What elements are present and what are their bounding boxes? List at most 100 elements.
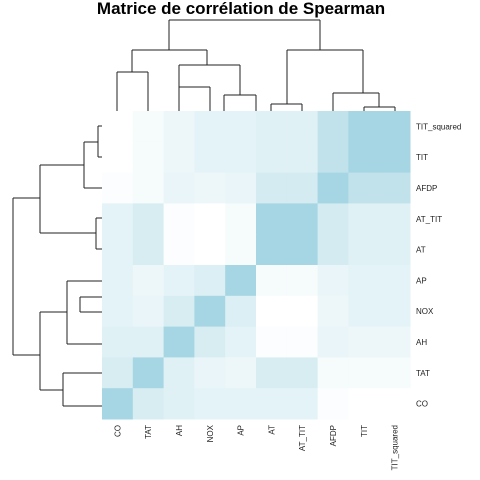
col-label-TIT_squared: TIT_squared: [391, 425, 400, 470]
heatmap-cell-AP-AP: [225, 265, 257, 297]
top-dendrogram: [116, 19, 396, 111]
row-label-AT_TIT: AT_TIT: [416, 215, 442, 224]
col-label-AFDP: AFDP: [329, 425, 338, 446]
heatmap-cell-AP-CO: [102, 265, 134, 297]
heatmap-cell-AT_TIT-TIT_squared: [379, 203, 411, 235]
heatmap-cell-CO-NOX: [194, 388, 226, 420]
heatmap-cell-NOX-AP: [225, 295, 257, 328]
heatmap-cell-AFDP-CO: [102, 172, 134, 204]
heatmap-cell-TAT-TAT: [132, 357, 165, 389]
heatmap-cell-TAT-TIT_squared: [379, 357, 411, 389]
heatmap-cell-AT_TIT-TAT: [132, 203, 165, 235]
row-label-AFDP: AFDP: [416, 184, 437, 193]
row-label-AT: AT: [416, 246, 426, 255]
heatmap-cell-CO-TIT_squared: [379, 388, 411, 420]
heatmap-cell-TIT_squared-TIT_squared: [379, 111, 411, 143]
heatmap-cell-TAT-AFDP: [317, 357, 349, 389]
heatmap-cell-AH-AH: [163, 326, 195, 358]
row-label-TIT: TIT: [416, 153, 428, 162]
heatmap-cell-NOX-AFDP: [317, 295, 349, 328]
heatmap-cell-AH-AT_TIT: [286, 326, 319, 358]
heatmap-cell-AH-TIT_squared: [379, 326, 411, 358]
col-label-AP: AP: [237, 425, 246, 436]
heatmap-cell-TIT_squared-AP: [225, 111, 257, 143]
heatmap-cell-AH-TIT: [348, 326, 380, 358]
heatmap-cell-CO-AP: [225, 388, 257, 420]
heatmap-cell-CO-AFDP: [317, 388, 349, 420]
heatmap-cell-AH-AP: [225, 326, 257, 358]
heatmap-cell-TIT_squared-AH: [163, 111, 195, 143]
heatmap-cell-AT-AH: [163, 234, 195, 266]
heatmap-cell-TAT-AT: [256, 357, 288, 389]
heatmap-cell-AFDP-TAT: [132, 172, 165, 204]
heatmap-cell-AP-AH: [163, 265, 195, 297]
heatmap-cell-NOX-AT_TIT: [286, 295, 319, 328]
heatmap-cell-CO-AT: [256, 388, 288, 420]
heatmap-cell-NOX-AT: [256, 295, 288, 328]
heatmap-cell-AT-TIT: [348, 234, 380, 266]
heatmap-cell-TAT-TIT: [348, 357, 380, 389]
heatmap-cell-AP-AFDP: [317, 265, 349, 297]
heatmap-cell-TAT-CO: [102, 357, 134, 389]
col-label-AH: AH: [175, 425, 184, 436]
row-labels: TIT_squared TIT AFDP AT_TIT AT AP NOX AH TAT CO: [416, 122, 461, 408]
heatmap-cell-AT-TIT_squared: [379, 234, 411, 266]
heatmap-cell-TAT-AT_TIT: [286, 357, 319, 389]
heatmap-cell-AT_TIT-NOX: [194, 203, 226, 235]
heatmap-cell-TIT-AH: [163, 141, 195, 174]
heatmap-cell-AP-TIT_squared: [379, 265, 411, 297]
heatmap-cell-TIT-TAT: [132, 141, 165, 174]
heatmap-cell-AT_TIT-TIT: [348, 203, 380, 235]
heatmap-cell-CO-AH: [163, 388, 195, 420]
heatmap-cell-TAT-NOX: [194, 357, 226, 389]
heatmap-cell-AT-AT_TIT: [286, 234, 319, 266]
heatmap-cell-AFDP-AT_TIT: [286, 172, 319, 204]
left-dendrogram: [12, 125, 102, 407]
heatmap-cell-AT_TIT-AFDP: [317, 203, 349, 235]
col-label-AT_TIT: AT_TIT: [298, 425, 307, 451]
heatmap-cell-AFDP-AT: [256, 172, 288, 204]
heatmap-cell-TIT_squared-CO: [102, 111, 134, 143]
heatmap-cells: [102, 111, 411, 420]
heatmap-cell-CO-TIT: [348, 388, 380, 420]
heatmap-cell-AT_TIT-CO: [102, 203, 134, 235]
row-label-AH: AH: [416, 338, 427, 347]
heatmap-cell-AT_TIT-AT_TIT: [286, 203, 319, 235]
heatmap-cell-AP-TIT: [348, 265, 380, 297]
heatmap-cell-AH-NOX: [194, 326, 226, 358]
heatmap-cell-AT-AP: [225, 234, 257, 266]
heatmap-cell-NOX-TIT_squared: [379, 295, 411, 328]
row-label-NOX: NOX: [416, 307, 434, 316]
heatmap-cell-AH-TAT: [132, 326, 165, 358]
heatmap-cell-AT_TIT-AT: [256, 203, 288, 235]
heatmap-cell-AT-AFDP: [317, 234, 349, 266]
heatmap-cell-TIT_squared-NOX: [194, 111, 226, 143]
heatmap-cell-AH-AT: [256, 326, 288, 358]
heatmap-cell-TIT-NOX: [194, 141, 226, 174]
heatmap-cell-AH-AFDP: [317, 326, 349, 358]
heatmap-cell-AT-NOX: [194, 234, 226, 266]
heatmap-cell-AFDP-TIT: [348, 172, 380, 204]
heatmap-cell-AT-AT: [256, 234, 288, 266]
heatmap-cell-TIT_squared-AT: [256, 111, 288, 143]
col-label-CO: CO: [113, 425, 122, 437]
col-label-AT: AT: [267, 425, 276, 435]
col-label-TIT: TIT: [360, 425, 369, 437]
column-labels: CO TAT AH NOX AP AT AT_TIT AFDP TIT TIT_squared: [113, 424, 399, 470]
heatmap-cell-TIT-AT: [256, 141, 288, 174]
heatmap-cell-TIT-TIT: [348, 141, 380, 174]
heatmap-cell-TAT-AP: [225, 357, 257, 389]
heatmap-cell-NOX-TIT: [348, 295, 380, 328]
heatmap-cell-AP-AT: [256, 265, 288, 297]
heatmap-cell-AP-NOX: [194, 265, 226, 297]
heatmap-cell-NOX-TAT: [132, 295, 165, 328]
heatmap-cell-TIT_squared-TIT: [348, 111, 380, 143]
row-label-TIT_squared: TIT_squared: [416, 122, 461, 131]
heatmap-cell-TIT-AP: [225, 141, 257, 174]
heatmap-cell-TIT_squared-AFDP: [317, 111, 349, 143]
heatmap-cell-AT-TAT: [132, 234, 165, 266]
heatmap-cell-TIT-CO: [102, 141, 134, 174]
heatmap-cell-AFDP-TIT_squared: [379, 172, 411, 204]
heatmap-cell-AT_TIT-AH: [163, 203, 195, 235]
